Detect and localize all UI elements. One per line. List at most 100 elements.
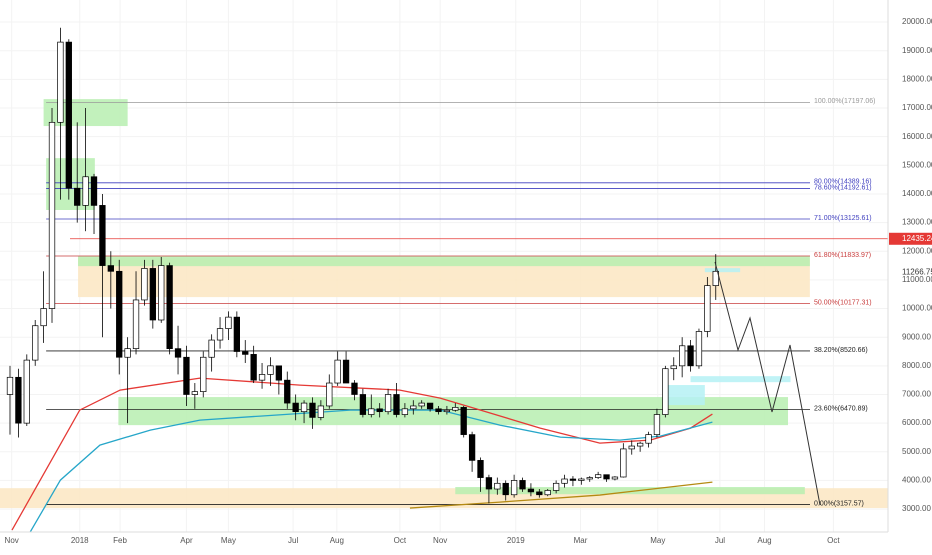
candle-body (40, 308, 47, 327)
candle-body (695, 331, 703, 367)
projection-arrows (714, 261, 821, 506)
candle-body (536, 491, 543, 496)
y-tick-label: 10000.00 (902, 304, 932, 313)
fib-label: 80.00%(14389.16) (814, 179, 872, 186)
candle-body (141, 268, 148, 301)
zone (78, 256, 810, 267)
candle-body (309, 402, 316, 418)
x-tick-label: Feb (113, 536, 127, 545)
candle-body (426, 402, 434, 410)
candle-body (90, 176, 98, 206)
candle-body (519, 480, 526, 490)
candle-body (653, 414, 661, 435)
candle-body (603, 474, 610, 480)
candle-body (158, 265, 165, 321)
candle-body (586, 477, 593, 480)
candle-body (368, 408, 375, 415)
fib-label: 38.20%(8520.66) (814, 347, 868, 354)
candle-body (183, 356, 190, 395)
y-tick-label: 11000.00 (902, 275, 932, 284)
candle-body (376, 408, 383, 413)
candle-body (99, 205, 106, 266)
candle-body (384, 394, 392, 413)
candle-body (107, 265, 114, 272)
candle-body (510, 480, 518, 496)
y-tick-label: 3000.00 (902, 504, 931, 513)
candles (6, 27, 719, 504)
candle-body (242, 351, 249, 355)
candle-body (561, 478, 568, 484)
candle-body (687, 345, 694, 367)
zone (665, 385, 705, 406)
candle-body (552, 482, 560, 491)
y-tick-label: 15000.00 (902, 160, 932, 169)
x-tick-label: Nov (433, 536, 447, 545)
x-tick-label: May (221, 536, 236, 545)
candle-body (191, 391, 198, 395)
candle-body (82, 176, 89, 206)
moving-averages (11, 377, 713, 533)
candle-body (300, 402, 308, 413)
candle-body (116, 270, 123, 358)
zone (455, 487, 805, 495)
fib-label: 61.80%(11833.97) (814, 252, 871, 259)
last-price-label: 11266.75 (902, 267, 932, 276)
y-tick-label: 9000.00 (902, 332, 931, 341)
x-tick-label: Oct (394, 536, 407, 545)
candle-body (284, 379, 291, 404)
y-tick-label: 7000.00 (902, 390, 931, 399)
price-tag-label: 12435.24 (902, 234, 932, 243)
candle-body (544, 490, 551, 496)
x-tick-label: Aug (330, 536, 344, 545)
candle-body (443, 409, 451, 413)
candle-body (670, 365, 677, 370)
candle-body (48, 121, 56, 309)
fib-label: 0.00%(3157.57) (814, 500, 864, 507)
candle-body (292, 402, 299, 413)
x-tick-label: Jul (715, 536, 725, 545)
moving-average (409, 481, 713, 509)
x-tick-label: 2019 (507, 536, 525, 545)
candle-body (258, 374, 266, 381)
candle-body (57, 41, 64, 123)
y-tick-label: 4000.00 (902, 476, 931, 485)
x-tick-label: Aug (757, 536, 771, 545)
levels: 100.00%(17197.06) 80.00%(14389.16)78.60%(… (46, 98, 888, 507)
candle-body (351, 382, 358, 395)
x-tick-label: 2018 (71, 536, 89, 545)
candle-body (712, 270, 719, 286)
candle-body (233, 316, 241, 352)
fib-label: 71.00%(13125.61) (814, 215, 872, 222)
candle-body (460, 407, 467, 435)
candle-body (662, 368, 669, 415)
fib-label: 50.00%(10177.31) (814, 299, 872, 306)
candle-body (174, 348, 182, 358)
candle-body (435, 408, 442, 413)
candle-body (569, 478, 577, 481)
candle-body (611, 476, 619, 480)
candle-body (208, 339, 215, 358)
candle-body (342, 359, 350, 384)
x-tick-label: Jul (288, 536, 298, 545)
candle-body (485, 477, 493, 490)
candle-body (250, 354, 257, 381)
candle-body (132, 299, 140, 350)
candle-body (65, 41, 72, 189)
candle-body (578, 478, 585, 481)
y-tick-label: 8000.00 (902, 361, 931, 370)
candle-body (124, 348, 131, 358)
candle-body (468, 434, 476, 461)
fib-label: 78.60%(14192.61) (814, 184, 872, 191)
y-tick-label: 17000.00 (902, 103, 932, 112)
candle-body (594, 474, 602, 478)
candle-body (275, 365, 283, 381)
candle-body (527, 488, 535, 493)
y-tick-label: 19000.00 (902, 46, 932, 55)
x-tick-label: Nov (5, 536, 19, 545)
y-tick-label: 16000.00 (902, 132, 932, 141)
y-tick-label: 14000.00 (902, 189, 932, 198)
x-tick-label: Apr (180, 536, 193, 545)
candle-body (620, 448, 627, 478)
y-tick-label: 12000.00 (902, 246, 932, 255)
